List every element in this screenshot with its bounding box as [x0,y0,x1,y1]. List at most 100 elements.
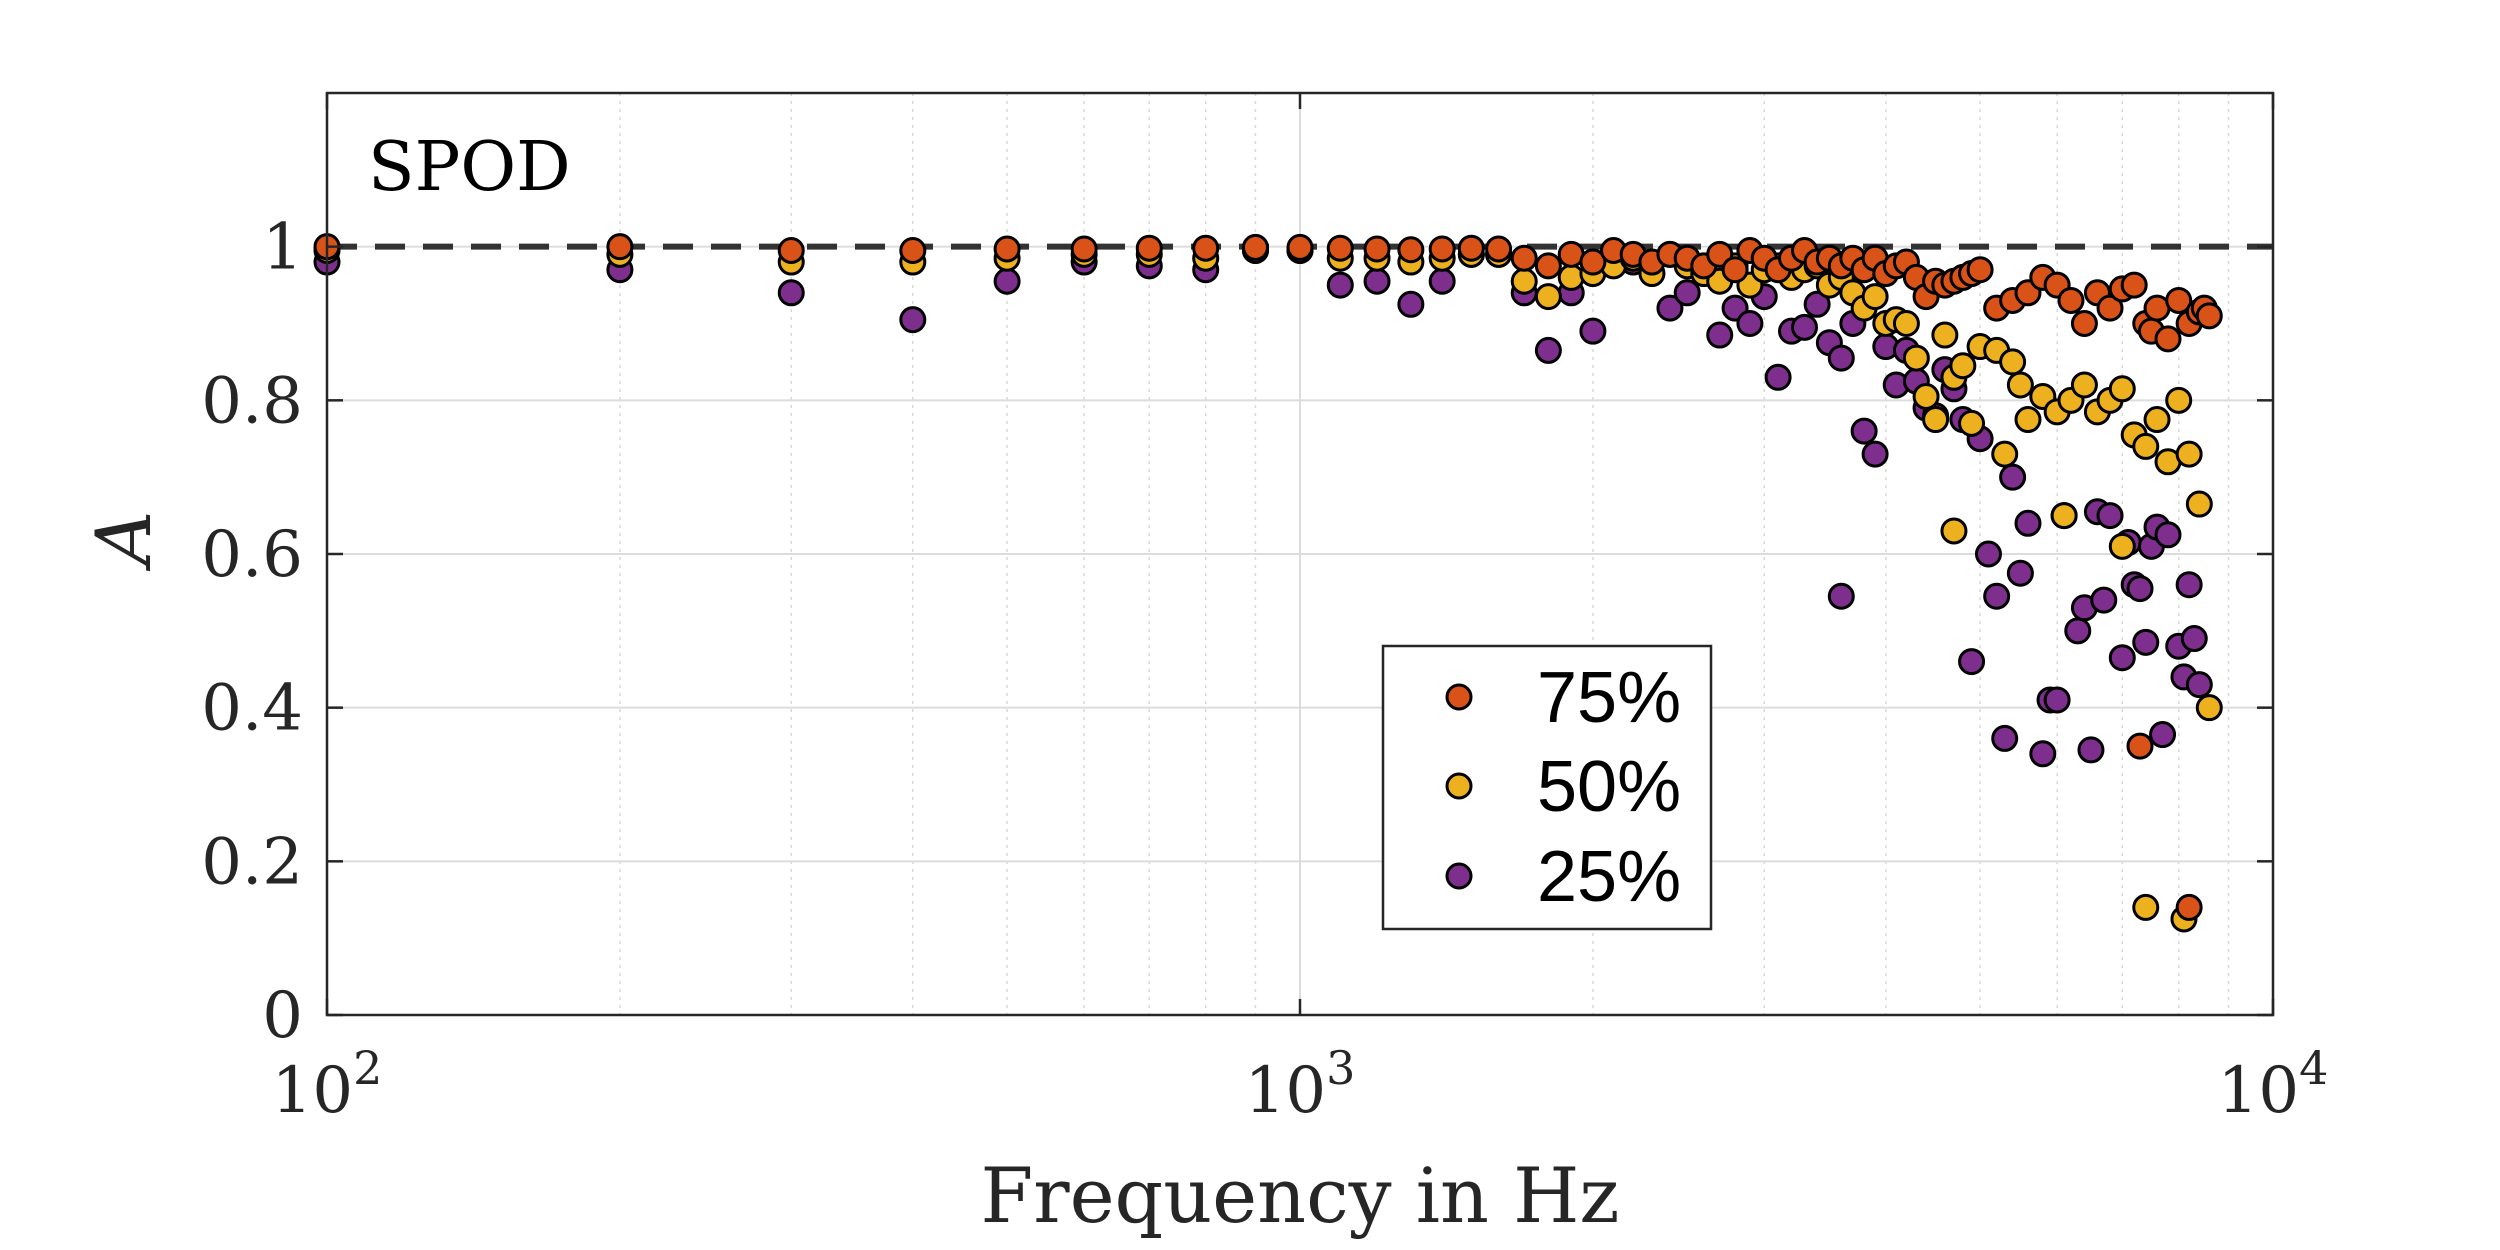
data-point-25 [1764,363,1792,391]
data-point-75 [1457,234,1485,262]
y-tick-label: 1 [262,211,303,285]
data-point-50 [2165,386,2193,414]
y-tick-label: 0.2 [201,825,303,899]
data-point-75 [1534,252,1562,280]
legend-marker-25 [1445,862,1473,890]
data-point-25 [2154,521,2182,549]
x-axis-label: Frequency in Hz [981,1151,1620,1240]
data-point-75 [1721,256,1749,284]
data-point-50 [1902,344,1930,372]
data-point-25 [1850,417,1878,445]
legend-marker-75 [1445,683,1473,711]
data-point-75 [2175,893,2203,921]
data-point-50 [1922,406,1950,434]
data-point-25 [2108,644,2136,672]
data-point-75 [1286,233,1314,261]
data-point-25 [2077,736,2105,764]
data-point-25 [1974,540,2002,568]
data-point-25 [1534,336,1562,364]
data-point-50 [2108,375,2136,403]
data-point-75 [1485,235,1513,263]
legend-label-25: 25% [1537,837,1681,917]
data-point-75 [1070,235,1098,263]
data-point-50 [1510,267,1538,295]
legend: 75% 50% 25% [1381,644,1713,931]
y-tick-label: 0 [262,979,303,1053]
data-point-25 [2175,571,2203,599]
data-point-50 [1999,348,2027,376]
annotation-label: SPOD [368,128,571,207]
data-point-25 [2064,617,2092,645]
data-point-25 [2006,559,2034,587]
data-point-25 [993,267,1021,295]
legend-marker-50 [1445,772,1473,800]
data-point-75 [2195,302,2223,330]
data-point-50 [1557,263,1585,291]
data-point-50 [2132,893,2160,921]
data-point-50 [1949,352,1977,380]
y-tick-label: 0.4 [201,672,303,746]
axis-ticks: 102 103 104 0 0.2 0.4 0.6 0.8 1 [201,93,2328,1128]
data-point-25 [1706,321,1734,349]
data-point-25 [1736,310,1764,337]
data-point-25 [1983,582,2011,610]
data-point-50 [1912,382,1940,410]
data-point-25 [2043,686,2071,714]
data-point-75 [2165,286,2193,314]
data-point-50 [1940,517,1968,545]
data-point-50 [1958,409,1986,437]
legend-label-50: 50% [1537,747,1681,827]
x-tick-label: 103 [1245,1041,1356,1128]
data-point-50 [2108,532,2136,560]
data-point-25 [1958,648,1986,676]
data-point-75 [1966,256,1994,284]
data-point-25 [1791,313,1819,341]
data-point-25 [2185,671,2213,699]
data-point-25 [2014,509,2042,537]
data-point-25 [2090,586,2118,614]
data-point-75 [899,237,927,265]
data-point-75 [777,237,805,265]
data-point-75 [2070,310,2098,337]
data-point-25 [777,279,805,307]
data-point-25 [2180,625,2208,653]
data-point-50 [1861,283,1889,311]
data-point-25 [2029,740,2057,768]
data-point-75 [1579,248,1607,276]
data-points [313,233,2223,933]
y-tick-label: 0.8 [201,364,303,438]
data-point-50 [2132,432,2160,460]
y-tick-label: 0.6 [201,518,303,592]
data-point-25 [2149,721,2177,749]
data-point-75 [1326,234,1354,262]
data-point-50 [2006,371,2034,399]
x-tick-label: 102 [272,1041,383,1128]
data-point-25 [2132,628,2160,656]
data-point-25 [1397,290,1425,318]
data-point-75 [2120,271,2148,299]
data-point-75 [1428,235,1456,263]
data-point-25 [1363,267,1391,295]
data-point-50 [2185,490,2213,518]
y-axis-label: A [79,511,168,572]
data-point-75 [1510,244,1538,272]
x-tick-label: 104 [2218,1041,2329,1128]
data-point-50 [2175,440,2203,468]
data-point-50 [2195,694,2223,722]
data-point-25 [1656,294,1684,322]
data-point-25 [2126,575,2154,603]
data-point-75 [1135,234,1163,262]
data-point-75 [606,233,634,261]
data-point-50 [2070,371,2098,399]
data-point-75 [2057,286,2085,314]
data-point-25 [1991,724,2019,752]
data-point-75 [1241,233,1269,261]
data-point-25 [1428,267,1456,295]
data-point-25 [1999,463,2027,491]
data-point-75 [1397,236,1425,264]
data-point-75 [2126,732,2154,760]
data-point-50 [1892,310,1920,337]
data-point-75 [2154,325,2182,353]
data-point-25 [1827,344,1855,372]
data-point-50 [1534,283,1562,311]
